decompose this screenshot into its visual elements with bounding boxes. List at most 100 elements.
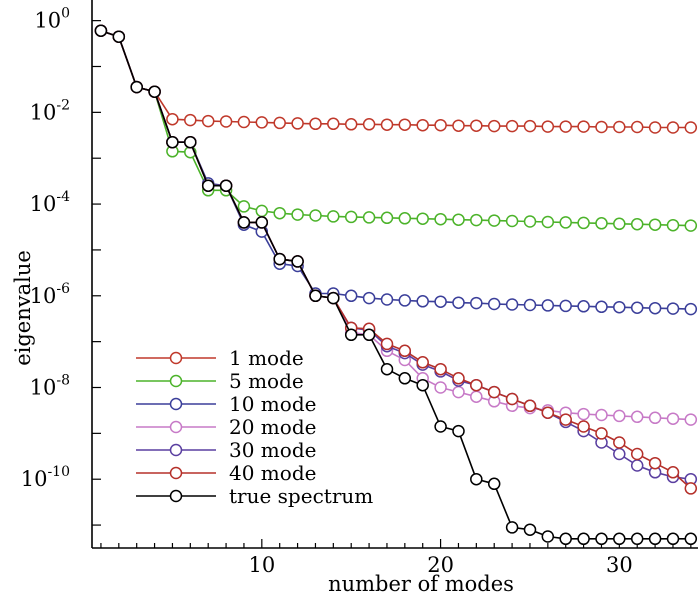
data-point bbox=[505, 214, 519, 228]
data-point bbox=[613, 300, 626, 314]
data-point bbox=[398, 294, 412, 307]
data-point bbox=[523, 119, 537, 133]
data-point bbox=[327, 210, 340, 223]
data-point bbox=[613, 436, 626, 449]
data-point bbox=[380, 211, 394, 225]
data-point bbox=[541, 299, 555, 312]
data-point bbox=[416, 295, 429, 308]
data-point bbox=[309, 117, 322, 131]
data-point bbox=[541, 406, 555, 419]
data-point bbox=[559, 299, 572, 313]
data-point bbox=[577, 532, 590, 546]
data-point bbox=[523, 399, 537, 413]
data-point bbox=[291, 117, 304, 130]
data-point bbox=[630, 301, 644, 314]
data-point bbox=[166, 112, 179, 126]
data-point bbox=[505, 119, 519, 133]
data-point bbox=[613, 409, 626, 423]
data-point bbox=[273, 116, 286, 130]
series-line bbox=[100, 29, 691, 310]
legend-marker bbox=[169, 443, 183, 457]
data-point bbox=[505, 392, 519, 406]
data-point bbox=[309, 289, 322, 303]
data-point bbox=[648, 301, 662, 315]
data-point bbox=[487, 297, 501, 311]
data-point bbox=[362, 118, 376, 131]
data-point bbox=[559, 120, 572, 133]
data-point bbox=[184, 135, 197, 149]
data-point bbox=[648, 121, 662, 134]
data-point bbox=[505, 298, 519, 311]
data-point bbox=[577, 407, 590, 421]
series-group bbox=[94, 24, 698, 546]
data-point bbox=[344, 328, 358, 342]
data-point bbox=[112, 30, 126, 43]
legend-label: 5 mode bbox=[229, 369, 304, 393]
data-point bbox=[559, 532, 572, 546]
axes bbox=[91, 0, 698, 549]
data-point bbox=[452, 385, 465, 399]
data-point bbox=[684, 532, 698, 546]
data-point bbox=[362, 328, 376, 342]
legend-item: 10 mode bbox=[136, 392, 316, 416]
data-point bbox=[255, 216, 269, 229]
data-point bbox=[344, 118, 358, 131]
data-point bbox=[201, 179, 215, 192]
data-point bbox=[273, 206, 286, 220]
y-tick-label: 10-6 bbox=[30, 281, 70, 308]
series-line bbox=[100, 29, 691, 227]
ticks: 10 20 30 100 10-2 10-4 10-6 10-8 10-10 bbox=[21, 6, 692, 577]
data-point bbox=[487, 119, 501, 133]
y-tick-label: 100 bbox=[34, 6, 70, 33]
data-point bbox=[577, 300, 590, 313]
data-point bbox=[595, 532, 608, 546]
x-tick-label: 10 bbox=[248, 553, 275, 577]
data-point bbox=[595, 120, 608, 134]
data-point bbox=[595, 427, 608, 440]
data-point bbox=[184, 113, 197, 127]
data-point bbox=[684, 121, 698, 134]
data-point bbox=[94, 24, 108, 37]
data-point bbox=[577, 120, 590, 133]
x-tick-label: 30 bbox=[606, 553, 633, 577]
data-point bbox=[255, 116, 269, 129]
legend-item: true spectrum bbox=[136, 484, 373, 508]
data-point bbox=[595, 300, 608, 314]
y-tick-label: 10-10 bbox=[21, 464, 70, 491]
data-point bbox=[613, 532, 626, 546]
data-point bbox=[201, 114, 215, 128]
data-point bbox=[648, 532, 662, 546]
data-point bbox=[613, 447, 626, 461]
legend-label: 30 mode bbox=[229, 438, 316, 462]
legend-item: 5 mode bbox=[136, 369, 304, 393]
legend-marker bbox=[169, 489, 183, 503]
series-line bbox=[100, 29, 691, 540]
data-point bbox=[470, 390, 483, 403]
data-point bbox=[327, 117, 340, 131]
legend-item: 40 mode bbox=[136, 461, 316, 485]
legend-marker bbox=[169, 374, 183, 388]
data-point bbox=[470, 296, 483, 310]
data-point bbox=[648, 218, 662, 231]
data-point bbox=[380, 337, 394, 351]
x-tick-label: 20 bbox=[427, 553, 454, 577]
data-point bbox=[434, 212, 447, 226]
data-point bbox=[166, 135, 179, 149]
data-point bbox=[487, 385, 501, 399]
data-point bbox=[613, 120, 626, 134]
data-point bbox=[666, 121, 680, 134]
series-1-mode bbox=[94, 24, 698, 134]
data-point bbox=[577, 420, 590, 433]
legend-item: 20 mode bbox=[136, 415, 316, 439]
data-point bbox=[487, 477, 501, 491]
data-point bbox=[541, 530, 555, 543]
data-point bbox=[434, 295, 447, 308]
data-point bbox=[630, 120, 644, 134]
legend-item: 30 mode bbox=[136, 438, 316, 462]
data-point bbox=[666, 532, 680, 546]
x-axis-label: number of modes bbox=[328, 572, 514, 596]
data-point bbox=[416, 378, 429, 392]
data-point bbox=[416, 356, 429, 369]
